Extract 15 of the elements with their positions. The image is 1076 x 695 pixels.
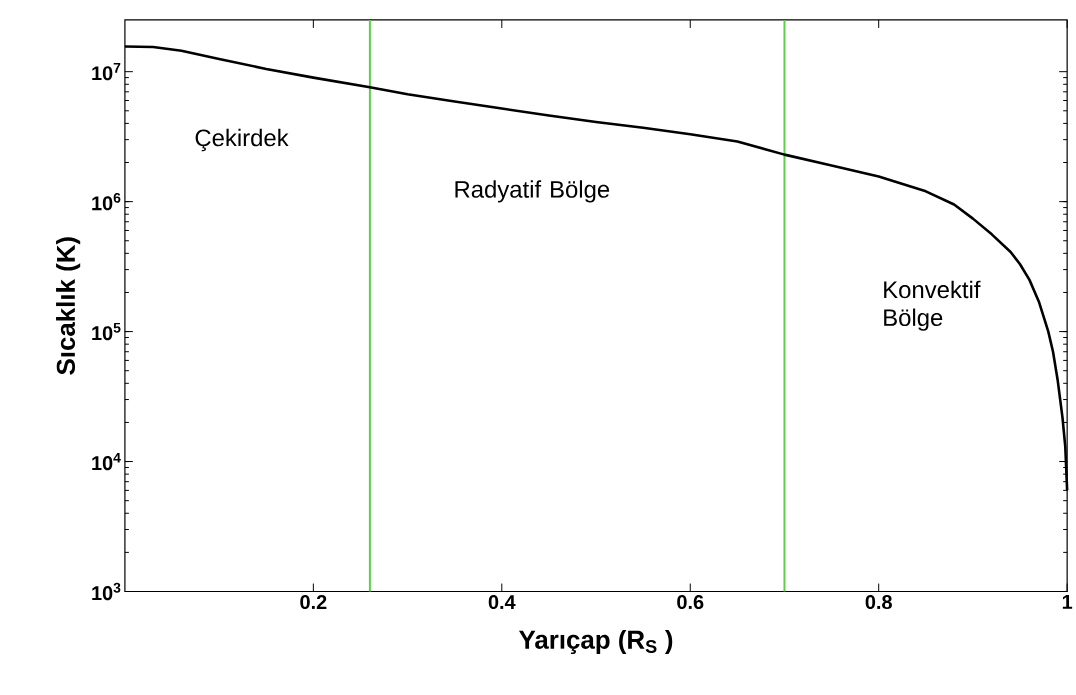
y-tick-label: 10$^{3}$ bbox=[92, 582, 121, 600]
x-tick-label: 0.8 bbox=[865, 594, 892, 609]
x-tick-label: 0.4 bbox=[488, 594, 516, 609]
annotation: Çekirdek bbox=[195, 128, 289, 151]
y-tick-label: 10$^{6}$ bbox=[92, 192, 121, 211]
x-tick-label: 0.6 bbox=[677, 594, 704, 609]
annotation: Konvektif Bölge bbox=[884, 280, 981, 331]
x-tick-label: 1 bbox=[1062, 594, 1073, 609]
y-tick-label: 10$^{4}$ bbox=[92, 452, 121, 470]
y-axis-title: Sıcaklık (K) bbox=[56, 237, 81, 375]
x-tick-label: 0.2 bbox=[300, 594, 327, 609]
annotation: Radyatif Bölge bbox=[455, 180, 610, 203]
y-tick-label: 10$^{7}$ bbox=[92, 62, 121, 81]
y-tick-label: 10$^{5}$ bbox=[92, 322, 121, 341]
x-axis-title: Yarıçap (R$_{S}$ ) bbox=[518, 629, 673, 654]
